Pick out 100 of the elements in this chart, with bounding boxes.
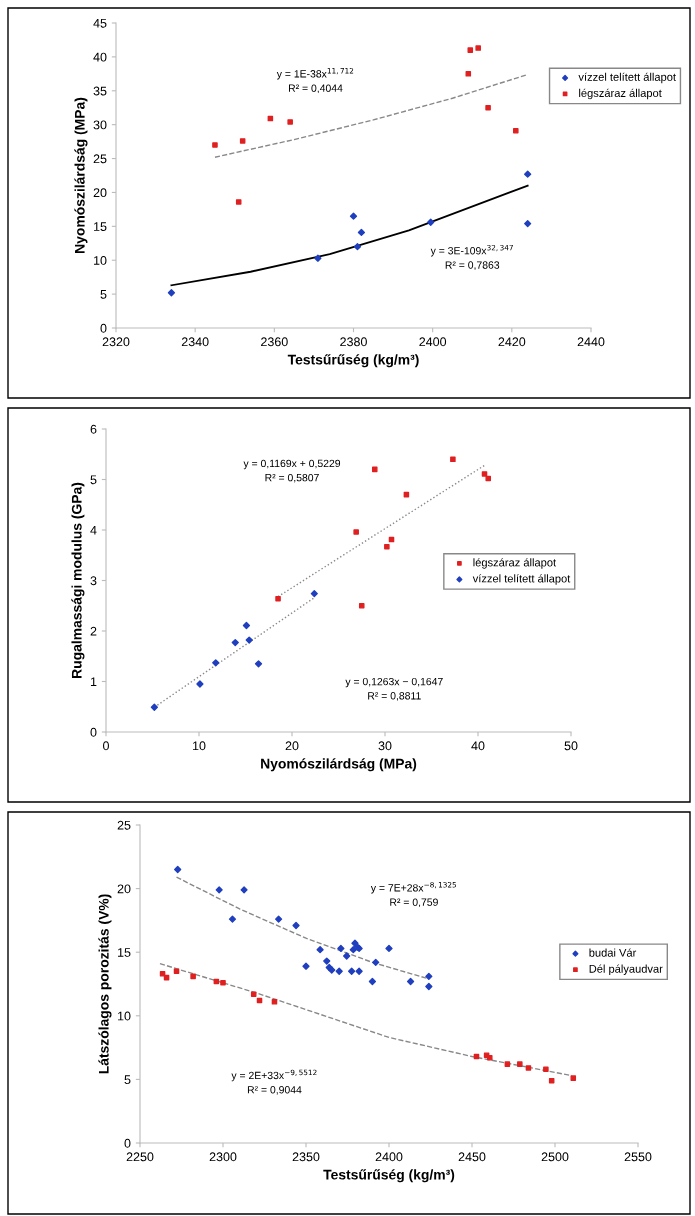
point — [167, 289, 176, 297]
point — [385, 944, 393, 953]
x-tick-label: 2420 — [498, 337, 526, 347]
point — [543, 1066, 549, 1073]
x-axis-title: Testsűrűség (kg/m³) — [287, 354, 419, 368]
point — [485, 475, 492, 482]
x-tick-label: 2320 — [102, 337, 130, 347]
y-tick-label: 20 — [93, 188, 107, 198]
point — [337, 944, 345, 953]
x-tick-label: 2360 — [261, 337, 288, 347]
point — [250, 991, 257, 997]
point — [357, 228, 366, 237]
y-tick-label: 5 — [124, 1075, 131, 1085]
y-tick-label: 1 — [90, 677, 97, 687]
point — [242, 621, 251, 630]
point — [427, 218, 435, 226]
text: y = 3E-109x$^{32,347}$ R² = 0,7863 — [430, 244, 513, 270]
point — [275, 595, 281, 602]
point — [215, 886, 223, 894]
point — [425, 972, 433, 981]
point — [570, 1075, 577, 1081]
point — [525, 1065, 532, 1071]
y-tick-label: 15 — [94, 222, 107, 231]
point — [349, 212, 358, 220]
point — [513, 127, 519, 134]
point — [358, 602, 365, 609]
y-tick-label: 4 — [90, 525, 97, 535]
point — [353, 243, 362, 251]
y-tick-label: 3 — [90, 576, 97, 586]
point — [450, 456, 456, 463]
x-tick-label: 20 — [285, 741, 299, 751]
y-tick-label: 30 — [93, 120, 107, 130]
point — [150, 703, 159, 711]
point — [302, 962, 310, 970]
y-tick-label: 0 — [124, 1138, 131, 1148]
x-tick-label: 50 — [564, 741, 578, 751]
y-tick-label: 45 — [93, 18, 107, 28]
point — [355, 967, 363, 975]
x-tick-label: 2350 — [292, 1152, 320, 1162]
x-tick-label: 2440 — [577, 337, 605, 347]
point — [465, 71, 472, 77]
y-tick-label: 5 — [100, 290, 107, 299]
x-tick-label: 2500 — [541, 1152, 569, 1162]
point — [353, 529, 359, 535]
x-tick-label: 2400 — [375, 1152, 403, 1162]
point — [524, 170, 532, 178]
x-tick-label: 2300 — [209, 1152, 237, 1162]
legend-label: vízzel telített állapot — [578, 72, 676, 84]
y-tick-label: 0 — [100, 323, 107, 333]
x-tick-label: 2400 — [419, 337, 447, 347]
point — [231, 638, 239, 647]
point — [524, 219, 532, 228]
point — [316, 946, 324, 954]
line-series — [170, 184, 529, 287]
point — [212, 659, 220, 667]
x-axis-title: Testsűrűség (kg/m³) — [323, 1169, 455, 1183]
point — [314, 254, 322, 262]
point — [239, 138, 246, 144]
point — [348, 967, 356, 975]
y-tick-label: 0 — [90, 727, 97, 737]
point — [343, 952, 351, 960]
x-axis-title: Nyomószilárdság (MPa) — [261, 758, 417, 772]
legend-label: légszáraz állapot — [579, 88, 662, 100]
point — [240, 886, 248, 894]
point — [274, 915, 283, 923]
point — [174, 865, 182, 874]
point — [475, 45, 481, 51]
legend-label: vízzel telített állapot — [472, 574, 571, 585]
point — [159, 971, 166, 977]
x-tick-label: 2450 — [458, 1152, 486, 1162]
legend-label: Dél pályaudvar — [589, 964, 663, 975]
y-tick-label: 25 — [117, 820, 131, 830]
text: y = 1E-38x$^{11,712}$ R² = 0,4044 — [276, 68, 354, 94]
y-tick-label: 2 — [90, 626, 97, 636]
text: y = 2E+33x$^{−9,5512}$ R² = 0,9044 — [231, 1069, 317, 1095]
x-tick-label: 30 — [378, 741, 392, 751]
point — [504, 1061, 511, 1067]
point — [196, 680, 204, 688]
point — [467, 47, 474, 53]
point — [425, 982, 433, 991]
point — [212, 142, 218, 148]
y-tick-label: 10 — [118, 1011, 131, 1021]
y-axis-title: Látszólagos porozitás (V%) — [98, 894, 112, 1074]
point — [372, 958, 380, 967]
point — [323, 957, 331, 965]
point — [254, 660, 263, 668]
point — [335, 967, 343, 975]
point — [384, 543, 390, 550]
x-tick-label: 2340 — [181, 337, 209, 347]
y-tick-label: 15 — [118, 948, 131, 957]
y-tick-label: 6 — [90, 424, 97, 434]
point — [235, 199, 242, 205]
point — [245, 636, 253, 644]
x-tick-label: 10 — [193, 741, 206, 751]
x-tick-label: 2550 — [624, 1152, 652, 1162]
point — [485, 104, 491, 111]
point — [287, 119, 293, 125]
legend-label: budai Vár — [589, 948, 637, 957]
text: y = 7E+28x$^{−8,1325}$ R² = 0,759 — [370, 882, 457, 908]
point — [271, 999, 278, 1005]
